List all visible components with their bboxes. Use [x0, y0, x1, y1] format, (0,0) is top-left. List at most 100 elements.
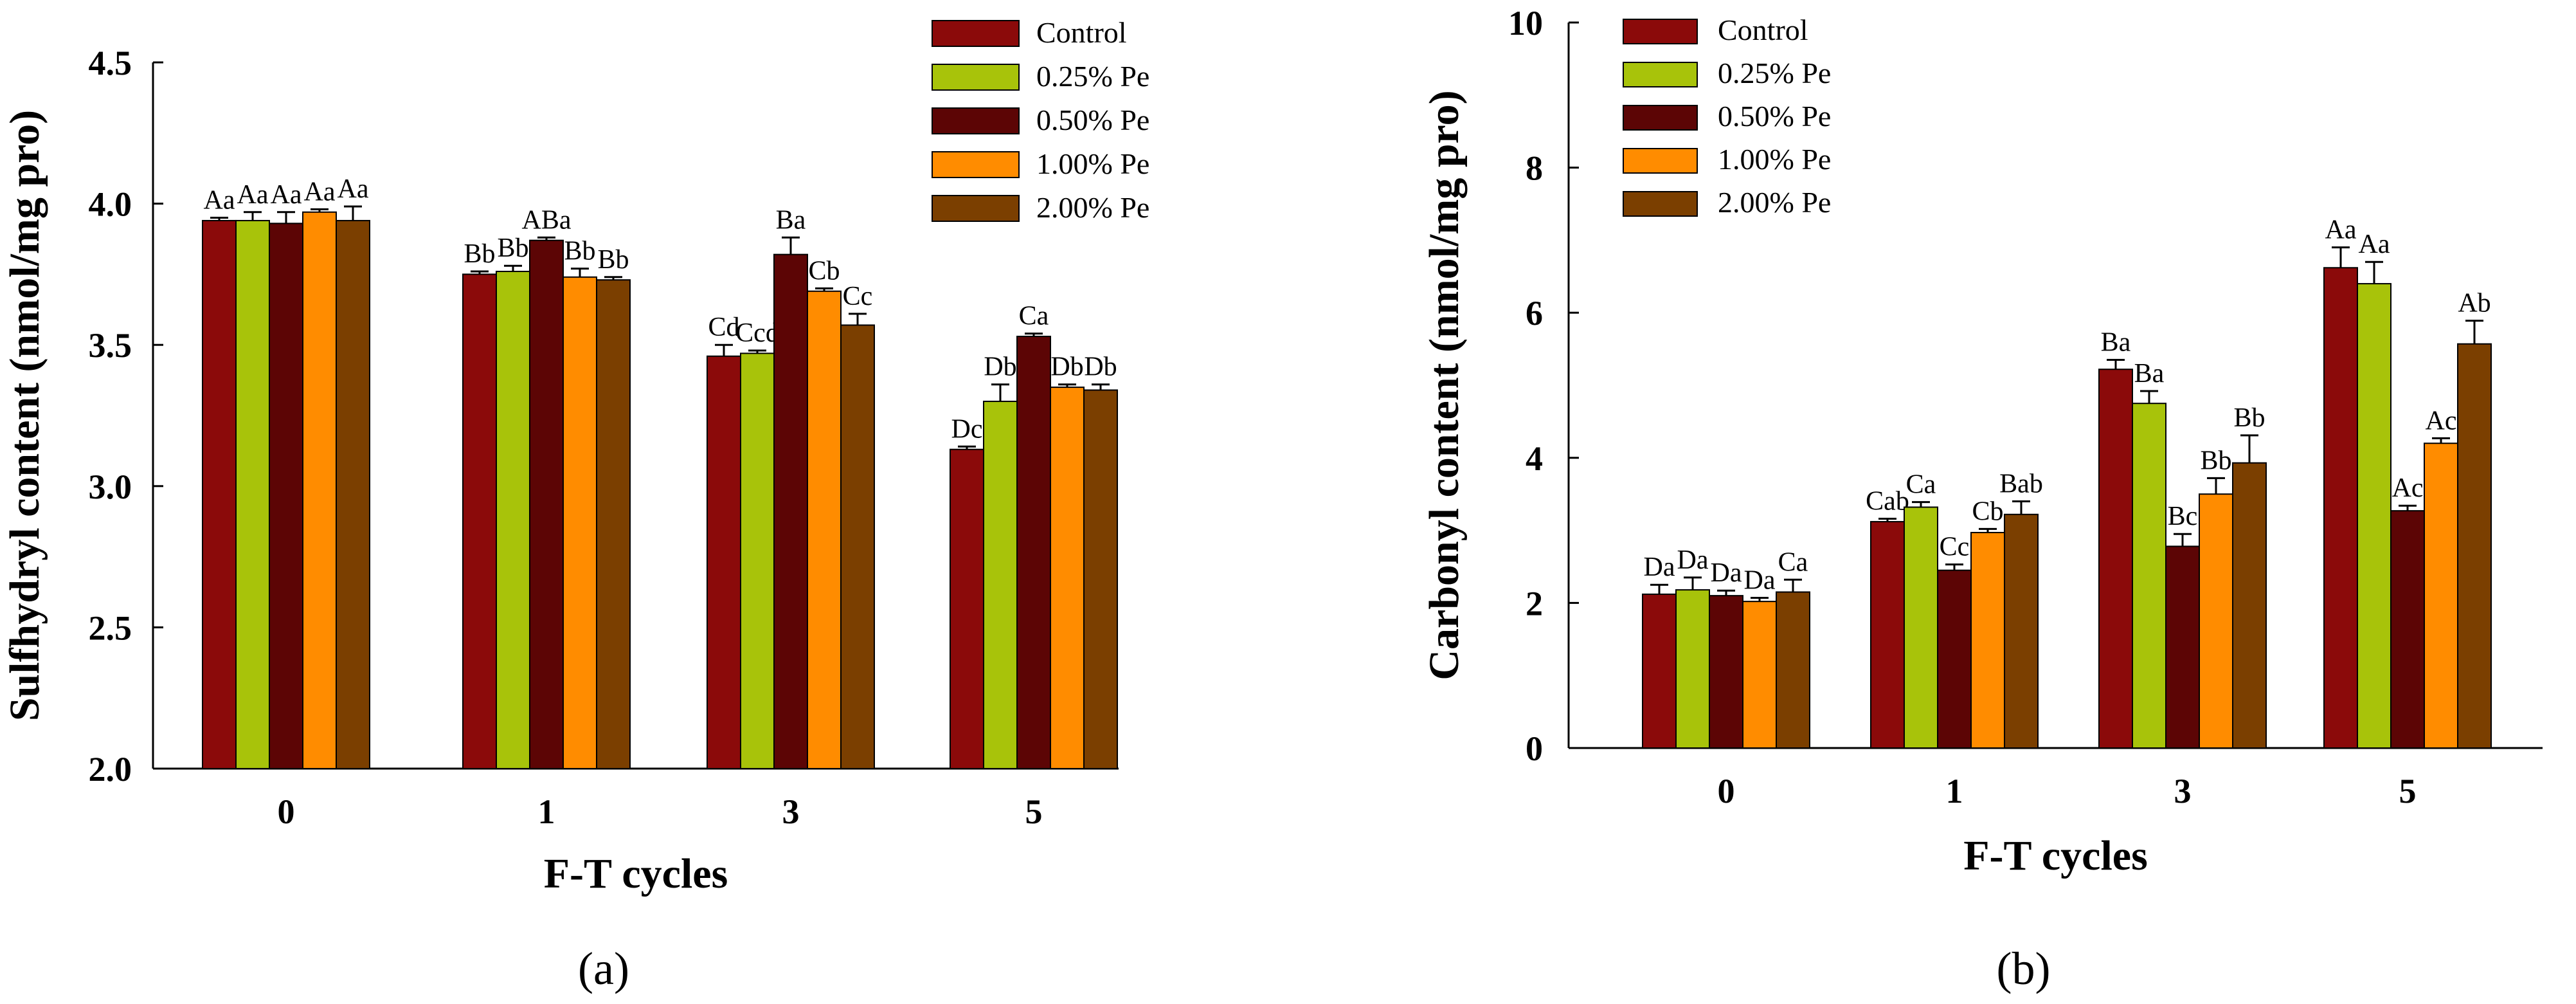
significance-label: Aa — [2325, 215, 2357, 245]
bar — [2457, 343, 2492, 749]
significance-label: Aa — [237, 180, 269, 210]
bar — [1709, 595, 1743, 749]
significance-label: Ca — [1778, 547, 1808, 577]
x-tick-label: 5 — [1025, 792, 1043, 831]
legend-swatch — [1623, 19, 1698, 44]
bar — [1642, 593, 1677, 749]
significance-label: Aa — [271, 180, 302, 210]
bar — [462, 273, 497, 769]
significance-label: Ab — [2458, 289, 2490, 318]
significance-label: Ac — [2392, 473, 2424, 503]
bar — [496, 271, 530, 769]
panel-b-carbonyl-chart: 0 2 4 6 8 10 Carbonyl content (nmol/mg pro) 0 1 3… — [1421, 4, 2543, 994]
bar — [1937, 569, 1972, 749]
legend-label: Control — [1718, 14, 1808, 46]
significance-label: ABa — [522, 205, 572, 235]
legend-label: 2.00% Pe — [1036, 191, 1149, 224]
x-tick-label: 0 — [1718, 772, 1735, 810]
x-axis-title: F-T cycles — [1963, 832, 2148, 879]
legend-swatch — [932, 20, 1020, 47]
y-tick-label: 8 — [1526, 149, 1543, 188]
legend-label: 1.00% Pe — [1036, 147, 1149, 180]
panel-a-sulfhydryl-chart: 2.0 2.5 3.0 3.5 4.0 4.5 Sulfhydryl content (nm… — [1, 16, 1149, 994]
bar — [1870, 521, 1905, 749]
bar — [269, 223, 303, 769]
y-tick-label: 10 — [1508, 4, 1543, 42]
bar — [563, 276, 597, 769]
bar — [1016, 336, 1051, 769]
significance-label: Cc — [1940, 533, 1970, 562]
significance-label: Cb — [1972, 497, 2003, 526]
bar — [529, 239, 564, 770]
bar — [2390, 510, 2425, 749]
bar — [2232, 462, 2267, 749]
significance-label: Ba — [2101, 328, 2131, 358]
significance-label: Aa — [2359, 230, 2390, 259]
bar — [1742, 601, 1777, 749]
bar — [2357, 283, 2391, 749]
significance-label: Cc — [843, 282, 873, 311]
significance-label: Cd — [708, 313, 739, 342]
legend-label: 2.00% Pe — [1718, 186, 1831, 219]
y-tick-label: 3.0 — [89, 468, 132, 506]
significance-label: Ba — [776, 205, 806, 235]
significance-label: Bb — [2200, 446, 2231, 475]
bar — [740, 352, 775, 769]
x-tick-label: 1 — [1946, 772, 1963, 810]
legend-label: 0.25% Pe — [1718, 57, 1831, 89]
bar — [1776, 591, 1810, 749]
significance-label: Ccd — [735, 318, 779, 348]
bar — [202, 219, 237, 769]
significance-label: Bb — [497, 233, 528, 263]
bar — [2424, 443, 2458, 749]
x-tick-label: 3 — [782, 792, 800, 831]
bar — [707, 355, 741, 769]
bar — [773, 253, 808, 769]
bar — [2165, 545, 2200, 749]
y-tick-label: 2 — [1526, 584, 1543, 623]
significance-label: Bb — [2233, 403, 2265, 433]
significance-label: Db — [984, 352, 1016, 382]
y-tick-label: 2.5 — [89, 608, 132, 647]
significance-label: Ba — [2134, 359, 2165, 388]
bar — [2132, 403, 2166, 749]
significance-label: Da — [1644, 552, 1675, 582]
significance-label: Bb — [564, 237, 595, 266]
significance-label: Da — [1744, 566, 1776, 596]
legend-swatch — [932, 64, 1020, 91]
significance-label: Da — [1677, 545, 1709, 575]
x-tick-label: 5 — [2399, 772, 2417, 810]
x-tick-label: 3 — [2174, 772, 2192, 810]
significance-label: Cab — [1866, 487, 1909, 516]
legend-swatch — [932, 151, 1020, 178]
bar — [596, 279, 631, 769]
y-tick-label: 3.5 — [89, 326, 132, 365]
bar — [807, 290, 842, 769]
y-tick-label: 6 — [1526, 294, 1543, 333]
significance-label: Aa — [304, 177, 336, 206]
significance-label: Aa — [204, 186, 235, 215]
legend-swatch — [1623, 148, 1698, 174]
significance-label: Bab — [1999, 469, 2043, 498]
y-axis-title: Sulfhydryl content (nmol/mg pro) — [1, 110, 48, 721]
bar — [235, 219, 270, 769]
significance-label: Ca — [1906, 470, 1936, 500]
bar — [302, 211, 337, 769]
bar — [2323, 267, 2358, 749]
panel-label: (a) — [578, 943, 629, 994]
significance-label: Ac — [2426, 406, 2457, 435]
legend-label: Control — [1036, 16, 1127, 49]
bar — [983, 401, 1018, 769]
legend-swatch — [932, 195, 1020, 222]
bar — [1675, 589, 1710, 749]
legend-label: 0.25% Pe — [1036, 60, 1149, 93]
bar — [950, 448, 984, 769]
bar — [2098, 369, 2133, 749]
x-tick-label: 0 — [278, 792, 295, 831]
significance-label: Cb — [808, 256, 840, 286]
y-tick-label: 4.5 — [89, 44, 132, 82]
significance-label: Ca — [1019, 302, 1049, 331]
x-tick-label: 1 — [538, 792, 555, 831]
y-tick-label: 0 — [1526, 729, 1543, 768]
